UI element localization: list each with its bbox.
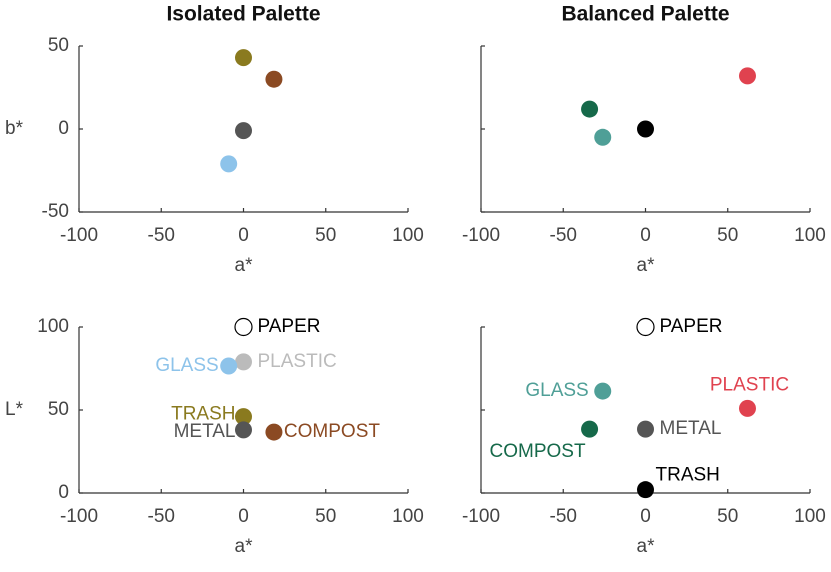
point — [220, 357, 238, 375]
y-tick-label: -50 — [42, 201, 69, 222]
point-label: METAL — [174, 421, 236, 442]
x-axis-label: a* — [235, 536, 254, 557]
point-label: PLASTIC — [710, 374, 789, 395]
point-label: GLASS — [525, 380, 588, 401]
x-tick-label: 0 — [238, 225, 249, 246]
x-tick-label: 50 — [717, 506, 738, 527]
y-tick-label: 100 — [37, 316, 69, 337]
point — [637, 481, 654, 499]
panel-title: Balanced Palette — [561, 3, 729, 26]
x-tick-label: -100 — [462, 225, 500, 246]
point — [637, 420, 654, 438]
x-axis-label: a* — [637, 255, 656, 276]
point-label: PAPER — [660, 316, 723, 337]
point-label: PAPER — [258, 316, 321, 337]
point — [235, 421, 252, 439]
x-tick-label: -50 — [550, 225, 577, 246]
point-label: PLASTIC — [258, 351, 337, 372]
y-axis-label: L* — [5, 399, 24, 420]
point — [234, 317, 253, 337]
point — [738, 67, 756, 85]
point — [581, 420, 599, 438]
x-tick-label: 50 — [315, 225, 336, 246]
y-axis-label: b* — [5, 118, 24, 139]
point — [235, 353, 252, 371]
x-tick-label: 50 — [717, 225, 738, 246]
point-label: GLASS — [155, 355, 218, 376]
point-label: COMPOST — [490, 441, 586, 462]
x-tick-label: -100 — [60, 225, 98, 246]
point — [594, 128, 612, 146]
x-tick-label: 0 — [640, 225, 651, 246]
x-tick-label: 50 — [315, 506, 336, 527]
x-tick-label: 100 — [794, 506, 826, 527]
y-tick-label: 50 — [48, 35, 69, 56]
point — [738, 399, 756, 417]
x-tick-label: 100 — [794, 225, 826, 246]
y-tick-label: 0 — [58, 482, 69, 503]
point — [594, 382, 612, 400]
x-tick-label: 100 — [392, 225, 424, 246]
point — [637, 120, 654, 138]
point — [636, 317, 655, 337]
x-tick-label: 100 — [392, 506, 424, 527]
x-tick-label: -50 — [148, 225, 175, 246]
point-label: TRASH — [171, 404, 235, 425]
point — [235, 408, 252, 426]
panel-title: Isolated Palette — [166, 3, 320, 26]
x-tick-label: -50 — [148, 506, 175, 527]
point — [235, 49, 252, 67]
y-tick-label: 50 — [48, 399, 69, 420]
point — [265, 70, 283, 88]
x-tick-label: -100 — [60, 506, 98, 527]
point — [235, 122, 252, 140]
point — [581, 100, 599, 118]
point — [220, 155, 238, 173]
point-label: METAL — [660, 418, 722, 439]
x-tick-label: -50 — [550, 506, 577, 527]
x-tick-label: 0 — [238, 506, 249, 527]
y-tick-label: 0 — [58, 118, 69, 139]
x-axis-label: a* — [637, 536, 656, 557]
point-label: COMPOST — [284, 421, 380, 442]
x-tick-label: 0 — [640, 506, 651, 527]
x-axis-label: a* — [235, 255, 254, 276]
x-tick-label: -100 — [462, 506, 500, 527]
point-label: TRASH — [656, 465, 720, 486]
point — [265, 423, 283, 441]
